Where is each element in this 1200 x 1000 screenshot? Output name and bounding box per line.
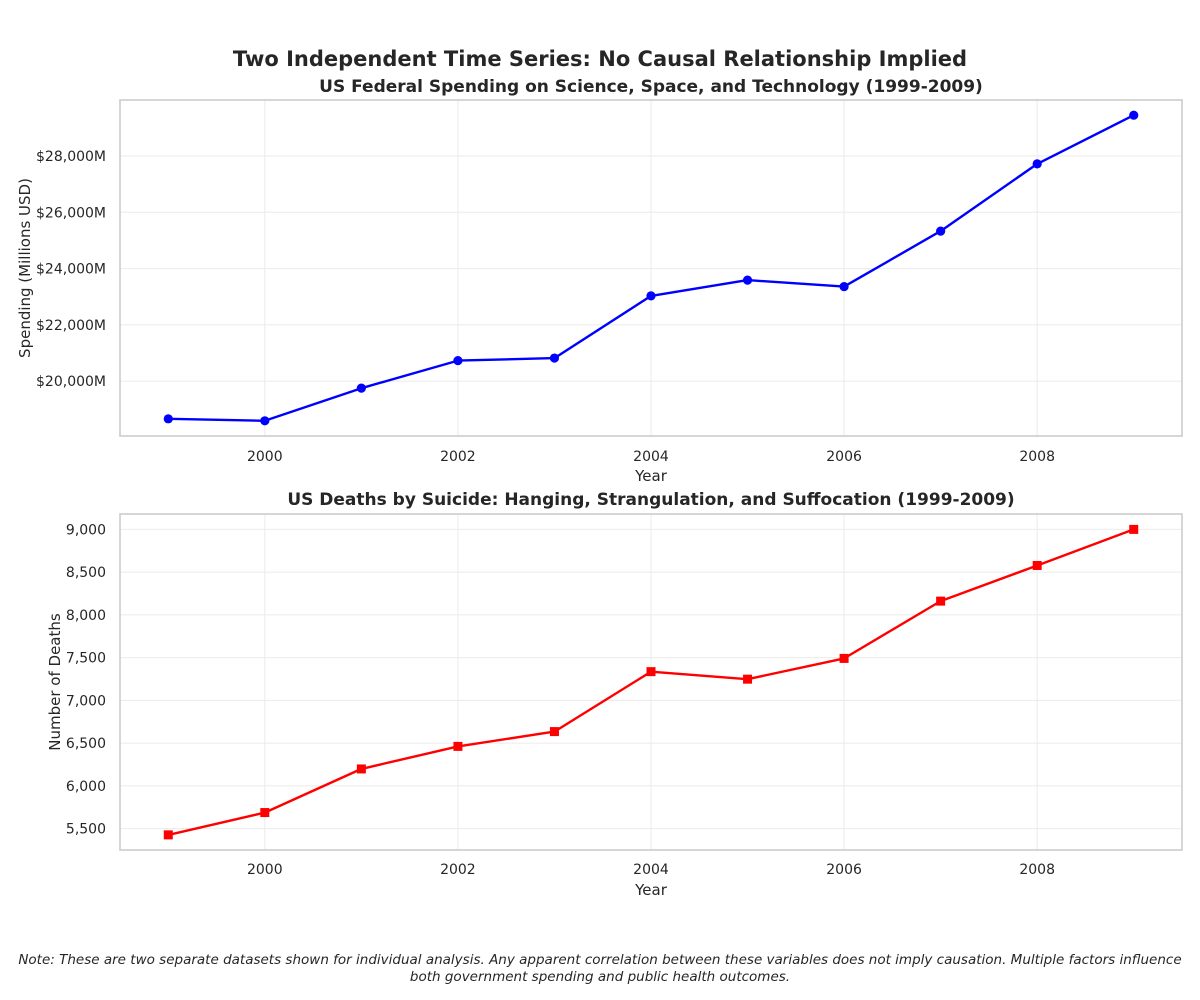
deaths-data-point: [646, 667, 656, 677]
deaths-data-point: [453, 741, 463, 751]
spending-y-tick-label: $20,000M: [36, 374, 106, 390]
spending-data-point: [453, 355, 463, 366]
deaths-y-tick-label: 7,000: [66, 693, 106, 709]
deaths-x-tick-label: 2000: [247, 862, 283, 878]
deaths-data-point: [1032, 560, 1042, 570]
deaths-data-point: [839, 653, 849, 663]
deaths-data-point: [1129, 524, 1139, 534]
deaths-y-tick-label: 5,500: [66, 822, 106, 838]
deaths-data-point: [260, 808, 270, 818]
spending-data-point: [1032, 159, 1042, 169]
spending-x-axis-label: Year: [634, 467, 668, 485]
deaths-x-tick-label: 2004: [633, 862, 669, 878]
deaths-y-tick-label: 8,000: [66, 608, 106, 624]
spending-x-tick-label: 2000: [247, 449, 283, 465]
footnote: Note: These are two separate datasets sh…: [18, 952, 1182, 985]
deaths-y-tick-label: 6,000: [66, 779, 106, 795]
deaths-y-tick-label: 6,500: [66, 736, 106, 752]
spending-data-point: [163, 414, 173, 424]
spending-data-point: [742, 275, 753, 285]
deaths-y-tick-label: 8,500: [66, 565, 106, 581]
deaths-y-tick-label: 7,500: [66, 651, 106, 667]
deaths-data-point: [549, 727, 559, 737]
spending-x-tick-label: 2008: [1019, 449, 1055, 465]
spending-data-point: [549, 353, 560, 363]
deaths-x-tick-label: 2008: [1019, 862, 1055, 878]
deaths-data-point: [163, 830, 173, 840]
deaths-data-point: [743, 674, 753, 684]
spending-data-point: [1129, 110, 1139, 120]
deaths-x-tick-label: 2002: [440, 862, 476, 878]
spending-y-tick-label: $28,000M: [36, 149, 106, 165]
deaths-y-tick-label: 9,000: [66, 522, 106, 538]
spending-data-point: [936, 226, 946, 236]
deaths-chart: US Deaths by Suicide: Hanging, Strangula…: [46, 490, 1183, 899]
spending-y-tick-label: $26,000M: [36, 205, 106, 221]
spending-data-point: [839, 281, 849, 292]
deaths-chart-title: US Deaths by Suicide: Hanging, Strangula…: [287, 490, 1014, 510]
deaths-x-tick-label: 2006: [826, 862, 862, 878]
spending-chart: US Federal Spending on Science, Space, a…: [16, 77, 1183, 485]
spending-x-tick-label: 2002: [440, 449, 476, 465]
spending-x-tick-label: 2004: [633, 449, 669, 465]
spending-chart-title: US Federal Spending on Science, Space, a…: [319, 77, 983, 97]
deaths-data-point: [936, 596, 946, 606]
spending-data-point: [646, 291, 656, 301]
spending-plot-frame: [119, 99, 1183, 437]
spending-y-tick-label: $22,000M: [36, 318, 106, 334]
spending-y-axis-label: Spending (Millions USD): [16, 178, 34, 358]
spending-y-tick-label: $24,000M: [36, 262, 106, 278]
figure-title: Two Independent Time Series: No Causal R…: [233, 47, 967, 71]
deaths-data-point: [356, 764, 366, 774]
deaths-plot-frame: [119, 513, 1183, 851]
spending-data-point: [356, 383, 366, 393]
deaths-y-axis-label: Number of Deaths: [46, 613, 64, 751]
spending-x-tick-label: 2006: [826, 449, 862, 465]
deaths-x-axis-label: Year: [634, 881, 668, 899]
spending-data-point: [260, 416, 270, 426]
